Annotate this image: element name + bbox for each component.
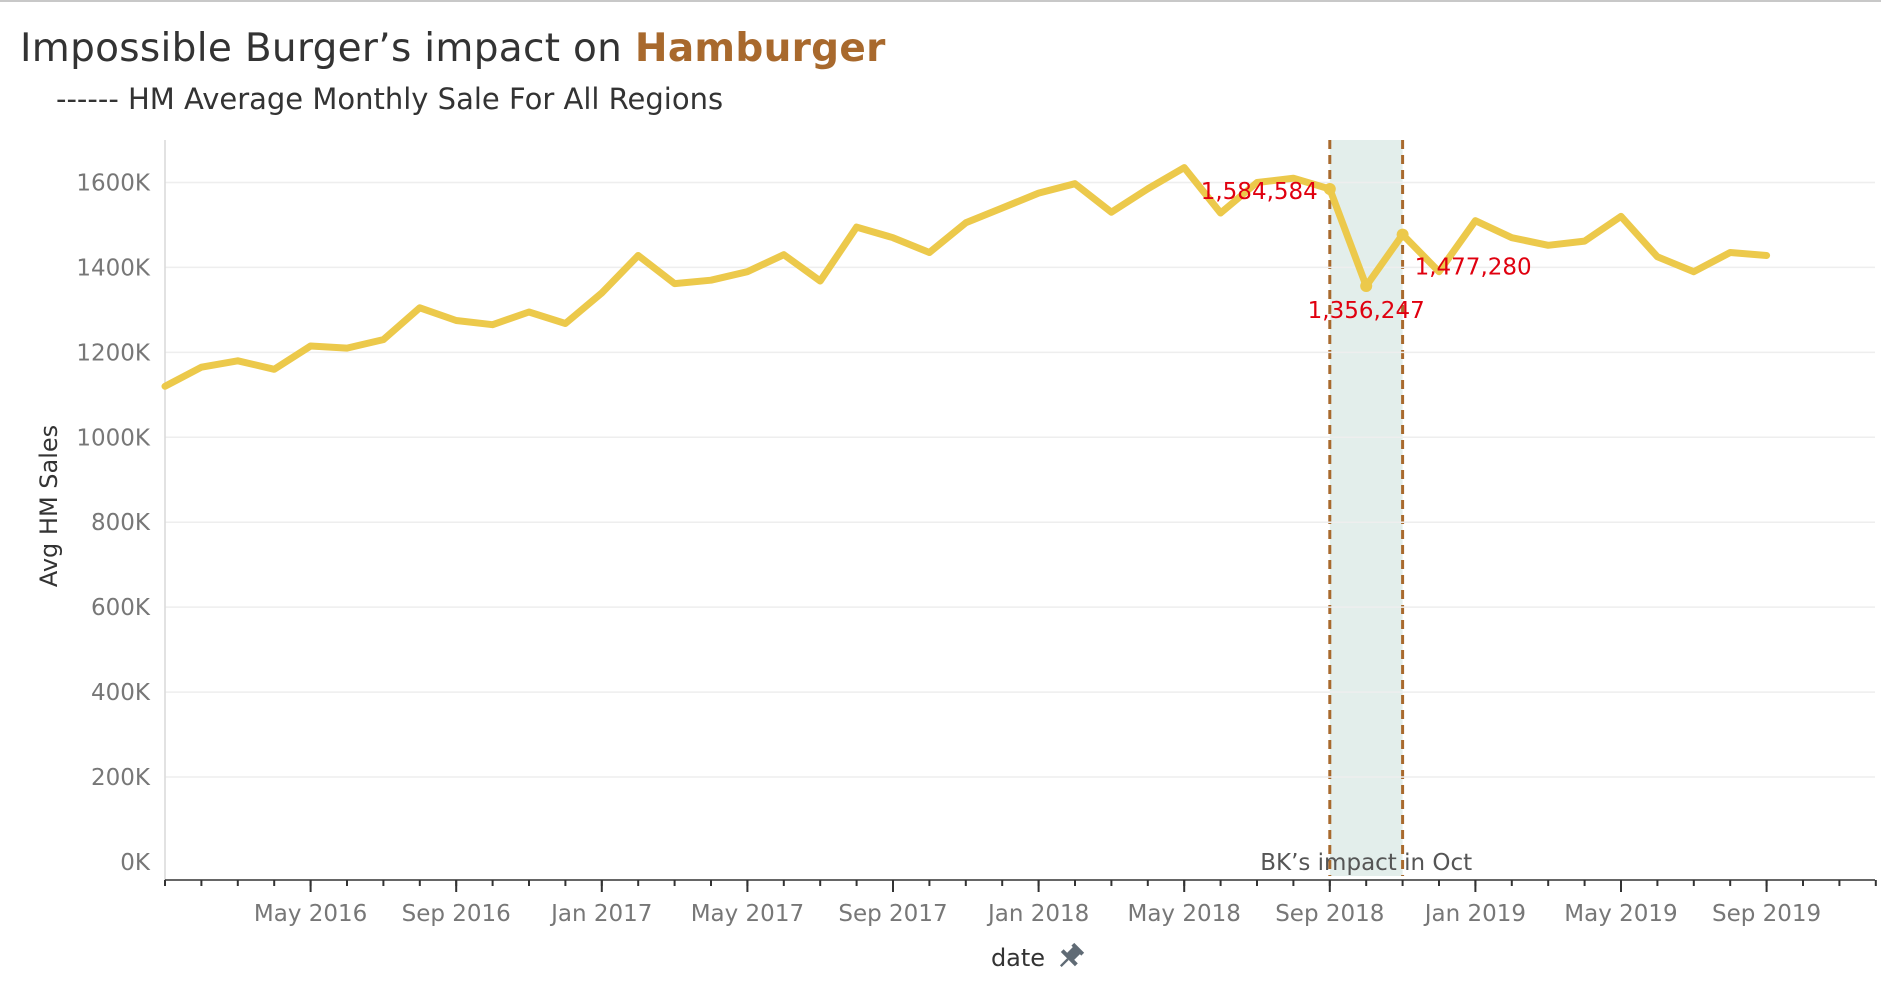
grid-layer bbox=[165, 181, 1875, 778]
pin-icon[interactable] bbox=[1054, 941, 1087, 974]
x-tick-label: May 2019 bbox=[1564, 901, 1677, 927]
x-tick-label: May 2017 bbox=[691, 901, 804, 927]
x-tick-label: May 2018 bbox=[1127, 901, 1240, 927]
x-tick-label: Jan 2018 bbox=[986, 901, 1089, 927]
reference-band-layer bbox=[1328, 140, 1405, 876]
y-tick-label: 800K bbox=[91, 510, 151, 536]
x-tick-label: Sep 2019 bbox=[1712, 901, 1821, 927]
annotation-label: 1,584,584 bbox=[1201, 179, 1318, 205]
x-tick-label: Jan 2019 bbox=[1423, 901, 1526, 927]
annotation-label: 1,356,247 bbox=[1308, 298, 1425, 324]
annotation-layer: BK’s impact in Oct 1,584,584 1,356,247 1,47… bbox=[1201, 179, 1532, 876]
y-tick-label: 1000K bbox=[76, 425, 151, 451]
x-tick-label: Sep 2018 bbox=[1275, 901, 1384, 927]
y-tick-label: 1600K bbox=[76, 170, 151, 196]
y-tick-label: 0K bbox=[120, 850, 151, 876]
annotation-point[interactable] bbox=[1360, 279, 1373, 292]
x-tick-label: May 2016 bbox=[254, 901, 367, 927]
annotation-point[interactable] bbox=[1396, 228, 1409, 241]
title-prefix: Impossible Burger’s impact on bbox=[20, 26, 635, 71]
x-tick-label: Jan 2017 bbox=[549, 901, 652, 927]
y-tick-label: 400K bbox=[91, 680, 151, 706]
y-tick-label: 1400K bbox=[76, 255, 151, 281]
annotation-point[interactable] bbox=[1323, 183, 1336, 196]
y-tick-label: 600K bbox=[91, 595, 151, 621]
y-tick-label: 200K bbox=[91, 765, 151, 791]
annotation-label: 1,477,280 bbox=[1415, 255, 1532, 281]
x-tick-label: Sep 2017 bbox=[838, 901, 947, 927]
chart-title: Impossible Burger’s impact on Hamburger bbox=[20, 26, 886, 71]
reference-band-label: BK’s impact in Oct bbox=[1260, 850, 1472, 876]
x-axis-title: date bbox=[991, 944, 1045, 972]
top-border bbox=[0, 0, 1881, 2]
x-tick-label: Sep 2016 bbox=[402, 901, 511, 927]
series-line[interactable] bbox=[161, 164, 1771, 390]
y-axis-title: Avg HM Sales bbox=[35, 425, 63, 587]
reference-band bbox=[1329, 140, 1403, 876]
y-tick-label: 1200K bbox=[76, 340, 151, 366]
chart-subtitle: ------ HM Average Monthly Sale For All R… bbox=[56, 82, 724, 116]
series-layer[interactable] bbox=[161, 164, 1771, 390]
axis-layer: 0K 200K 400K 600K 800K 1000K 1200K 1400K 1600K Ma… bbox=[35, 140, 1877, 974]
title-highlight: Hamburger bbox=[634, 26, 886, 71]
